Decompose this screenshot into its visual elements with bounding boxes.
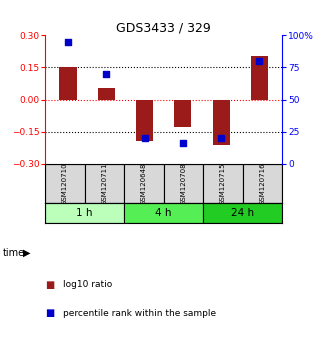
Bar	[174, 99, 192, 127]
Bar	[243, 164, 282, 203]
Point	[219, 135, 224, 141]
Point	[142, 135, 147, 141]
Bar	[45, 164, 84, 203]
Text: GSM120716: GSM120716	[260, 162, 266, 205]
Bar	[124, 203, 203, 223]
Title: GDS3433 / 329: GDS3433 / 329	[116, 21, 211, 34]
Bar	[213, 99, 230, 144]
Point	[104, 71, 109, 77]
Text: log10 ratio: log10 ratio	[63, 280, 112, 290]
Bar	[59, 67, 76, 99]
Bar	[203, 164, 243, 203]
Text: 4 h: 4 h	[155, 208, 172, 218]
Bar	[84, 164, 124, 203]
Bar	[124, 164, 164, 203]
Text: GSM120715: GSM120715	[220, 162, 226, 205]
Text: 1 h: 1 h	[76, 208, 93, 218]
Text: GSM120710: GSM120710	[62, 162, 68, 205]
Bar	[251, 56, 268, 99]
Text: time: time	[3, 248, 25, 258]
Text: ■: ■	[45, 280, 54, 290]
Text: GSM120711: GSM120711	[101, 162, 107, 205]
Bar	[164, 164, 203, 203]
Text: ▶: ▶	[23, 248, 31, 258]
Text: GSM120708: GSM120708	[180, 162, 187, 205]
Point	[180, 141, 186, 146]
Bar	[203, 203, 282, 223]
Point	[65, 39, 71, 45]
Text: percentile rank within the sample: percentile rank within the sample	[63, 309, 216, 318]
Text: ■: ■	[45, 308, 54, 318]
Bar	[98, 88, 115, 99]
Text: GSM120648: GSM120648	[141, 162, 147, 205]
Bar	[45, 203, 124, 223]
Point	[257, 58, 262, 64]
Bar	[136, 99, 153, 141]
Text: 24 h: 24 h	[231, 208, 255, 218]
